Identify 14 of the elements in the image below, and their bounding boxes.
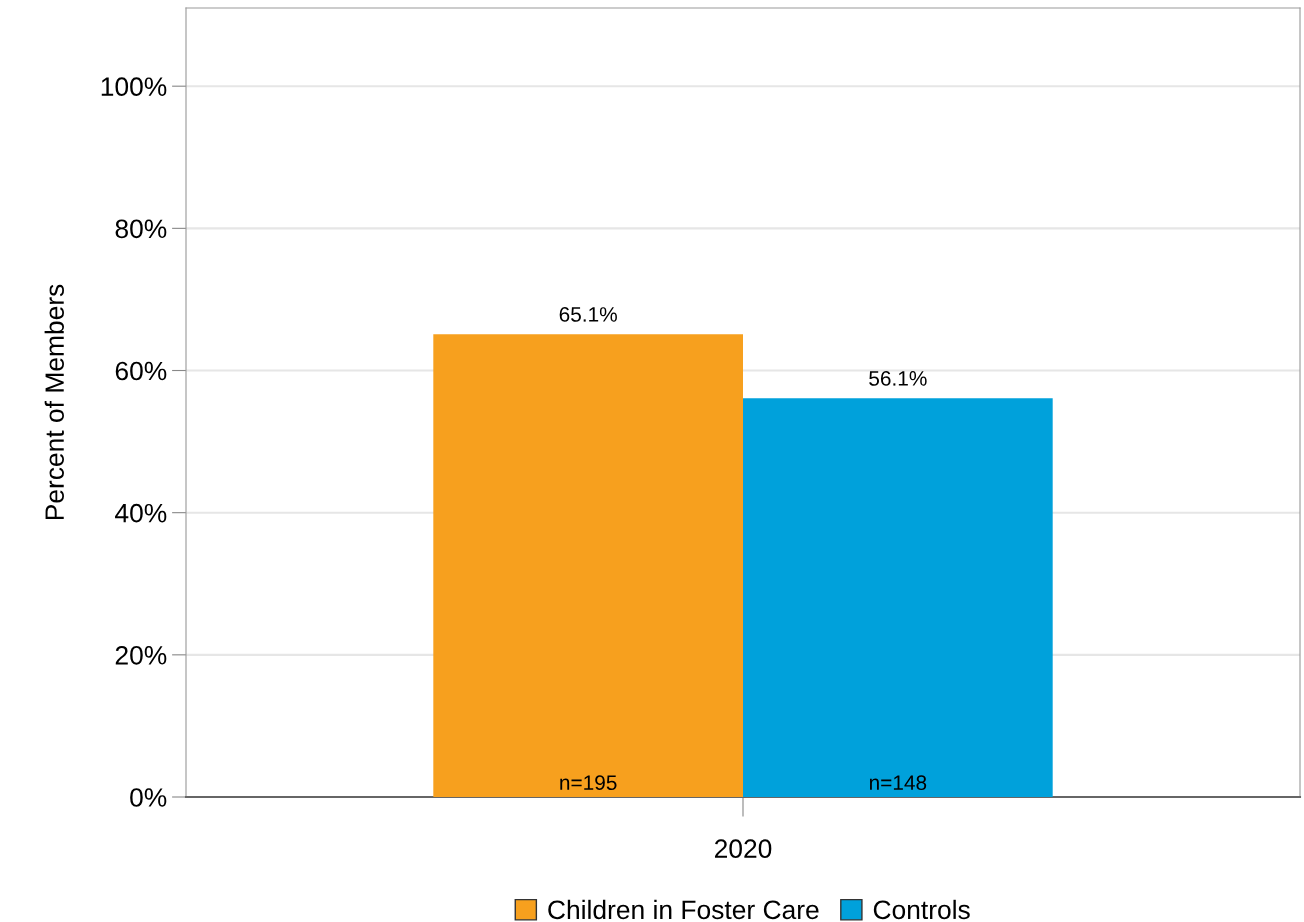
y-tick-label: 80%	[115, 219, 167, 239]
y-tick-label: 20%	[115, 645, 167, 665]
legend-label: Controls	[873, 899, 970, 920]
annotation: n=148	[869, 775, 927, 791]
legend-label: Children in Foster Care	[548, 899, 819, 920]
y-tick-label: 0%	[130, 788, 167, 807]
y-tick-label: 60%	[115, 361, 167, 381]
data-label: 56.1%	[869, 371, 927, 386]
y-tick-label: 40%	[115, 503, 167, 523]
x-tick-label: 2020	[714, 839, 772, 859]
data-label: 65.1%	[559, 307, 617, 322]
y-axis-title: Percent of Members	[44, 284, 64, 520]
annotation: n=195	[560, 775, 617, 791]
y-tick-label: 100%	[101, 77, 167, 97]
